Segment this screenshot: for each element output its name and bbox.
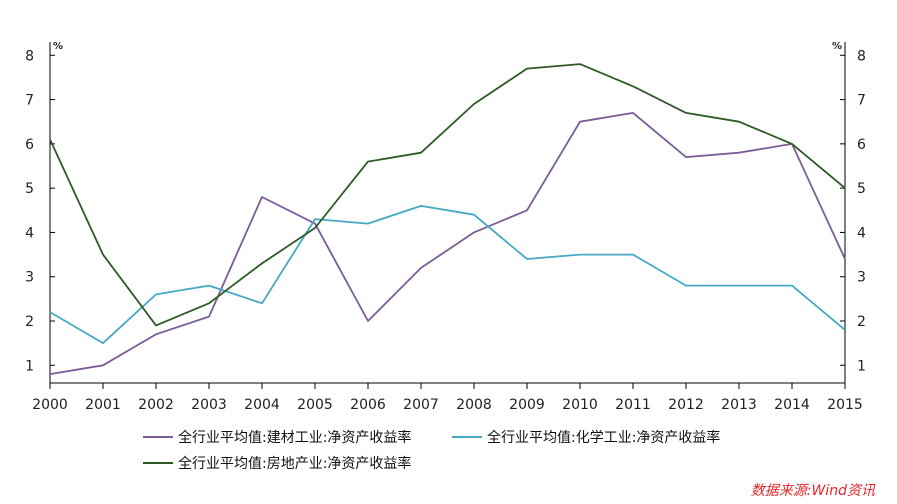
x-tick-label: 2001 (85, 397, 121, 413)
right-y-tick-label: 3 (857, 270, 866, 286)
x-tick-label: 2003 (191, 397, 227, 413)
series-lines (49, 63, 846, 375)
source-note: 数据来源:Wind资讯 (750, 483, 875, 499)
x-tick-label: 2007 (403, 397, 439, 413)
left-y-tick-label: 3 (25, 270, 34, 286)
right-y-tick-label: 4 (857, 225, 866, 241)
right-unit-label: % (832, 41, 842, 52)
x-tick-label: 2004 (244, 397, 280, 413)
x-tick-label: 2000 (32, 397, 68, 413)
series-line-1 (49, 112, 846, 375)
x-tick-label: 2009 (509, 397, 545, 413)
x-tick-label: 2008 (456, 397, 492, 413)
right-y-tick-label: 7 (857, 93, 866, 109)
x-tick-label: 2014 (774, 397, 810, 413)
x-tick-label: 2011 (615, 397, 651, 413)
left-y-tick-label: 4 (25, 225, 34, 241)
x-tick-label: 2012 (668, 397, 704, 413)
series-line-3 (49, 63, 846, 327)
left-y-tick-label: 1 (25, 358, 34, 374)
series-line-2 (49, 204, 846, 345)
right-y-tick-label: 6 (857, 137, 866, 153)
x-tick-label: 2002 (138, 397, 174, 413)
x-tick-label: 2005 (297, 397, 333, 413)
left-unit-label: % (53, 41, 63, 52)
legend-label-1: 全行业平均值:建材工业:净资产收益率 (178, 429, 411, 446)
left-y-tick-label: 6 (25, 137, 34, 153)
right-y-tick-label: 2 (857, 314, 866, 330)
right-y-tick-label: 5 (857, 181, 866, 197)
x-tick-label: 2010 (562, 397, 598, 413)
axes: % % 1 1 2 2 3 3 4 4 5 5 6 6 7 7 8 8 2000 2001 2002 2003 2004 20… (25, 41, 866, 413)
left-y-tick-label: 7 (25, 93, 34, 109)
right-y-tick-label: 8 (857, 48, 866, 64)
legend-label-2: 全行业平均值:化学工业:净资产收益率 (487, 429, 720, 446)
left-y-tick-label: 5 (25, 181, 34, 197)
x-tick-label: 2006 (350, 397, 386, 413)
right-y-tick-label: 1 (857, 358, 866, 374)
x-tick-label: 2013 (721, 397, 757, 413)
x-tick-label: 2015 (827, 397, 863, 413)
legend-label-3: 全行业平均值:房地产业:净资产收益率 (178, 455, 411, 472)
legend: 全行业平均值:建材工业:净资产收益率 全行业平均值:化学工业:净资产收益率全行业平… (143, 429, 720, 472)
left-y-tick-label: 2 (25, 314, 34, 330)
left-y-tick-label: 8 (25, 48, 34, 64)
